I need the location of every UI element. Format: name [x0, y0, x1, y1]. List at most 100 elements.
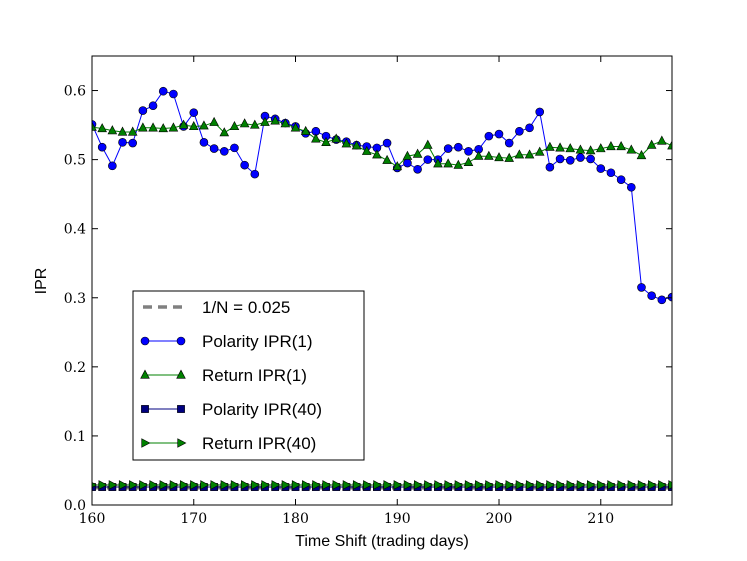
point-polarity-ipr-1-197	[464, 147, 473, 156]
y-tick-label-0.5: 0.5	[64, 153, 86, 169]
legend-label-1-n-0-025: 1/N = 0.025	[202, 298, 290, 317]
point-return-ipr-40-216	[658, 480, 668, 490]
point-return-ipr-1-169	[178, 119, 189, 129]
point-return-ipr-40-189	[383, 480, 393, 490]
point-return-ipr-1-185	[341, 138, 352, 148]
point-polarity-ipr-1-202	[515, 126, 524, 136]
point-return-ipr-1-161	[97, 123, 107, 133]
point-return-ipr-1-196	[453, 159, 464, 169]
point-return-ipr-1-168	[168, 122, 179, 132]
point-polarity-ipr-1-217	[667, 292, 672, 302]
point-polarity-ipr-1-171	[199, 138, 209, 147]
point-return-ipr-1-217	[667, 140, 672, 150]
point-return-ipr-1-172	[209, 116, 219, 126]
legend-entry-polarity-ipr-1: Polarity IPR(1)	[140, 332, 313, 351]
point-return-ipr-40-171	[200, 480, 210, 490]
point-return-ipr-1-200	[494, 152, 504, 162]
point-polarity-ipr-1-209	[586, 154, 595, 164]
point-polarity-ipr-1-206	[555, 154, 565, 164]
point-return-ipr-1-216	[657, 135, 667, 145]
point-return-ipr-40-182	[312, 480, 322, 490]
point-return-ipr-1-213	[626, 144, 637, 154]
point-polarity-ipr-1-193	[423, 155, 433, 164]
point-return-ipr-1-208	[575, 144, 586, 154]
point-return-ipr-40-213	[627, 480, 637, 490]
point-return-ipr-1-190	[392, 161, 403, 171]
point-polarity-ipr-1-208	[576, 153, 585, 162]
legend-marker-start-polarity-ipr-1	[140, 336, 150, 346]
point-return-ipr-40-209	[586, 480, 597, 490]
point-return-ipr-40-202	[515, 480, 525, 490]
point-return-ipr-1-203	[524, 149, 535, 159]
point-return-ipr-40-179	[281, 480, 291, 490]
point-return-ipr-1-176	[250, 119, 260, 129]
point-return-ipr-40-175	[241, 480, 251, 490]
point-return-ipr-40-160	[92, 482, 98, 488]
point-polarity-ipr-1-201	[504, 138, 514, 148]
point-return-ipr-40-210	[597, 480, 607, 490]
point-return-ipr-40-186	[352, 480, 363, 490]
x-tick-label-170: 170	[180, 511, 207, 527]
point-polarity-ipr-1-199	[484, 131, 494, 141]
point-polarity-ipr-1-189	[382, 138, 392, 148]
point-polarity-ipr-1-213	[626, 182, 636, 192]
point-polarity-ipr-1-167	[158, 86, 168, 96]
point-return-ipr-1-212	[616, 141, 626, 151]
point-return-ipr-1-207	[565, 143, 576, 153]
point-return-ipr-1-164	[127, 126, 138, 136]
point-return-ipr-40-191	[403, 480, 413, 490]
legend-marker-start-return-ipr-40	[141, 438, 151, 448]
y-tick-label-0.6: 0.6	[64, 84, 86, 100]
point-return-ipr-40-168	[169, 480, 179, 490]
point-polarity-ipr-1-172	[209, 144, 219, 153]
point-return-ipr-1-167	[158, 123, 169, 133]
point-return-ipr-1-166	[148, 122, 158, 132]
point-return-ipr-40-215	[648, 480, 658, 490]
point-return-ipr-1-160	[92, 121, 97, 131]
point-return-ipr-40-206	[556, 480, 566, 490]
point-return-ipr-1-202	[514, 149, 525, 159]
point-return-ipr-40-195	[444, 480, 454, 490]
point-return-ipr-40-190	[393, 480, 403, 490]
point-return-ipr-40-172	[210, 480, 220, 490]
point-return-ipr-40-167	[159, 480, 169, 490]
point-polarity-ipr-1-205	[545, 162, 555, 172]
point-polarity-ipr-1-207	[565, 156, 575, 165]
legend-marker-end-return-ipr-1	[176, 369, 186, 379]
point-return-ipr-40-205	[546, 480, 556, 490]
x-tick-label-180: 180	[282, 511, 309, 527]
point-polarity-ipr-1-210	[596, 164, 606, 173]
point-polarity-ipr-1-191	[403, 158, 412, 168]
point-return-ipr-1-179	[280, 118, 291, 128]
point-return-ipr-40-187	[363, 480, 373, 490]
y-tick-label-0.4: 0.4	[64, 222, 86, 238]
y-tick-label-0: 0.0	[64, 498, 86, 514]
point-return-ipr-1-188	[372, 149, 382, 159]
point-return-ipr-40-201	[505, 480, 515, 490]
point-polarity-ipr-1-215	[647, 291, 656, 300]
point-polarity-ipr-1-216	[657, 295, 667, 305]
point-return-ipr-1-174	[229, 121, 240, 131]
point-return-ipr-1-173	[219, 127, 230, 137]
legend-marker-end-polarity-ipr-40	[177, 405, 185, 413]
legend-label-polarity-ipr-40: Polarity IPR(40)	[202, 400, 322, 419]
point-return-ipr-1-195	[443, 158, 453, 168]
legend-entry-return-ipr-40: Return IPR(40)	[141, 434, 316, 453]
point-polarity-ipr-1-174	[230, 143, 239, 153]
point-return-ipr-40-183	[322, 480, 332, 490]
point-return-ipr-40-193	[424, 480, 434, 490]
point-return-ipr-40-212	[617, 480, 627, 490]
point-return-ipr-40-181	[302, 480, 312, 490]
point-return-ipr-1-170	[188, 121, 199, 131]
point-return-ipr-40-192	[414, 480, 424, 490]
point-return-ipr-40-166	[149, 480, 159, 490]
point-polarity-ipr-1-175	[240, 160, 249, 170]
point-return-ipr-40-161	[98, 480, 108, 490]
plot-frame	[91, 55, 673, 506]
point-return-ipr-40-164	[129, 480, 139, 490]
point-return-ipr-1-206	[555, 142, 565, 152]
point-return-ipr-1-205	[545, 141, 555, 151]
point-return-ipr-1-197	[463, 156, 474, 166]
point-return-ipr-40-178	[271, 480, 281, 490]
